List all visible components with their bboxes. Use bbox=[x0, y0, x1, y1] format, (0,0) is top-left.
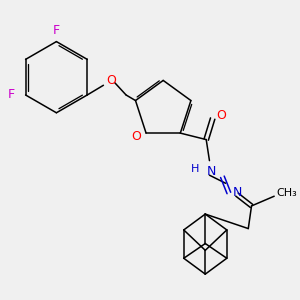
Text: CH₃: CH₃ bbox=[277, 188, 298, 198]
Text: N: N bbox=[232, 187, 242, 200]
Text: H: H bbox=[191, 164, 199, 174]
Text: N: N bbox=[206, 165, 216, 178]
Text: O: O bbox=[131, 130, 141, 143]
Text: F: F bbox=[8, 88, 15, 101]
Text: F: F bbox=[53, 24, 60, 37]
Text: O: O bbox=[216, 109, 226, 122]
Text: O: O bbox=[106, 74, 116, 87]
